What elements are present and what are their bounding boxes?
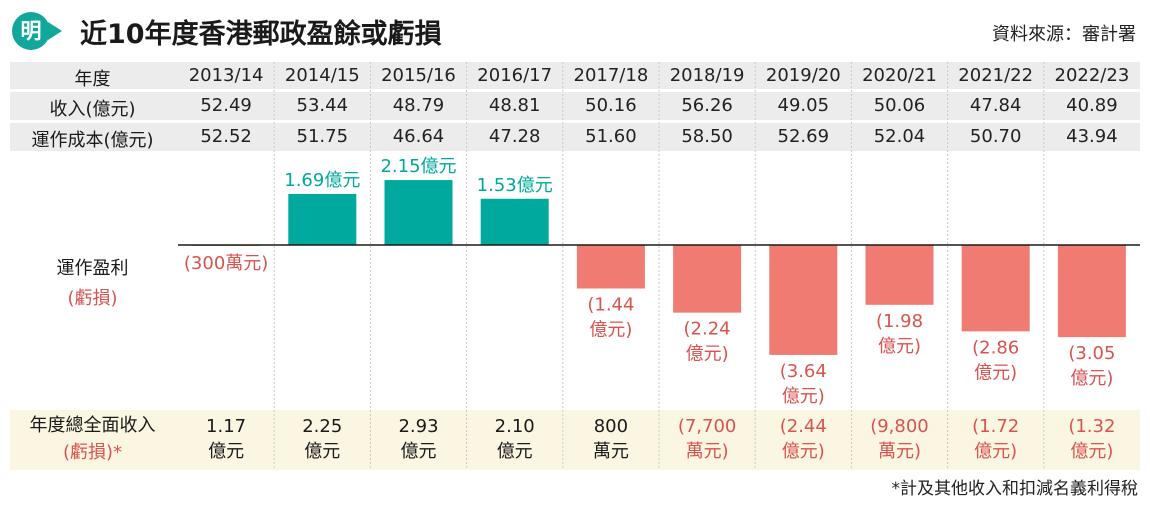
bar-2014-15 — [288, 193, 357, 245]
revenue-cell: 56.26 — [681, 95, 733, 116]
total-value-cell: 800 萬元 — [592, 416, 629, 462]
total-value-cell: 2.25 億元 — [302, 416, 343, 462]
total-value-cell: 1.17 億元 — [206, 416, 247, 462]
year-cell: 2018/19 — [669, 65, 745, 86]
year-cell: 2019/20 — [765, 65, 841, 86]
revenue-cell: 48.81 — [488, 95, 541, 116]
total-value-cell: (2.44 億元) — [779, 416, 827, 462]
cost-cell: 50.70 — [969, 126, 1022, 147]
data-label: 1.53億元 — [477, 175, 553, 196]
data-label: (1.44 億元) — [587, 294, 634, 340]
data-label: (2.86 億元) — [972, 337, 1019, 383]
year-header: 年度 — [74, 69, 111, 90]
total-label-main: 年度總全面收入 — [29, 415, 156, 436]
bar-2015-16 — [384, 180, 453, 245]
year-cell: 2015/16 — [381, 65, 456, 86]
total-value-cell: 2.10 億元 — [494, 416, 535, 462]
cost-cell: 51.60 — [585, 126, 637, 147]
source-note: 資料來源：審計署 — [992, 24, 1136, 45]
total-value-cell: (7,700 萬元) — [677, 416, 737, 462]
data-label: 1.69億元 — [284, 170, 360, 191]
year-cell: 2014/15 — [284, 65, 360, 86]
revenue-cell: 47.84 — [969, 95, 1022, 116]
year-cell: 2020/21 — [862, 65, 937, 86]
revenue-cell: 53.44 — [296, 95, 349, 116]
year-cell: 2021/22 — [958, 65, 1034, 86]
total-value-cell: (1.32 億元) — [1068, 416, 1116, 462]
cost-cell: 47.28 — [488, 126, 541, 147]
total-value-cell: (1.72 億元) — [972, 416, 1020, 462]
total-label-sub: (虧損)* — [62, 442, 123, 463]
bar-2016-17 — [480, 198, 549, 245]
cost-header: 運作成本(億元) — [31, 130, 154, 151]
cost-cell: 51.75 — [296, 126, 349, 147]
year-cell: 2017/18 — [573, 65, 649, 86]
cost-cell: 46.64 — [392, 126, 445, 147]
year-cell: 2013/14 — [188, 65, 264, 86]
revenue-row-band — [10, 92, 1140, 120]
cost-cell: 58.50 — [681, 126, 733, 147]
revenue-cell: 48.79 — [392, 95, 445, 116]
revenue-cell: 50.16 — [585, 95, 637, 116]
cost-cell: 52.52 — [200, 126, 252, 147]
revenue-cell: 52.49 — [200, 95, 252, 116]
year-row-band — [10, 62, 1140, 89]
cost-cell: 43.94 — [1066, 126, 1118, 147]
cost-cell: 52.69 — [777, 126, 830, 147]
total-value-cell: 2.93 億元 — [398, 416, 439, 462]
revenue-cell: 49.05 — [777, 95, 830, 116]
cost-row-band — [10, 123, 1140, 151]
logo-pointer-icon — [48, 22, 62, 40]
revenue-header: 收入(億元) — [49, 99, 136, 120]
data-label: (3.64 億元) — [780, 361, 827, 407]
data-label: (2.24 億元) — [684, 319, 731, 365]
header: 明 近10年度香港郵政盈餘或虧損 資料來源：審計署 — [0, 0, 1150, 60]
data-label: 2.15億元 — [380, 156, 456, 177]
total-row-band — [10, 410, 1140, 470]
bar-2013-14 — [192, 245, 261, 246]
bar-2019-20 — [769, 245, 838, 355]
year-cell: 2022/23 — [1054, 65, 1130, 86]
revenue-cell: 40.89 — [1066, 95, 1118, 116]
total-label: 年度總全面收入 (虧損)* — [10, 412, 175, 466]
revenue-cell: 50.06 — [873, 95, 926, 116]
cost-cell: 52.04 — [873, 126, 926, 147]
bar-2018-19 — [673, 245, 742, 313]
bar-2020-21 — [865, 245, 934, 305]
total-value-cell: (9,800 萬元) — [870, 416, 929, 462]
year-cell: 2016/17 — [477, 65, 553, 86]
operating-label-sub: (虧損) — [67, 288, 118, 309]
bar-2017-18 — [576, 245, 645, 289]
bar-2021-22 — [961, 245, 1030, 332]
data-label: (3.05 億元) — [1068, 343, 1115, 389]
operating-label: 運作盈利 (虧損) — [10, 254, 175, 314]
data-label: (1.98 億元) — [876, 311, 923, 357]
bar-2022-23 — [1057, 245, 1126, 338]
operating-label-main: 運作盈利 — [56, 258, 129, 279]
logo-icon: 明 — [12, 12, 50, 50]
footnote: *計及其他收入和扣減名義利得稅 — [891, 479, 1139, 499]
data-label: (300萬元) — [184, 253, 268, 274]
chart-title: 近10年度香港郵政盈餘或虧損 — [80, 19, 442, 50]
